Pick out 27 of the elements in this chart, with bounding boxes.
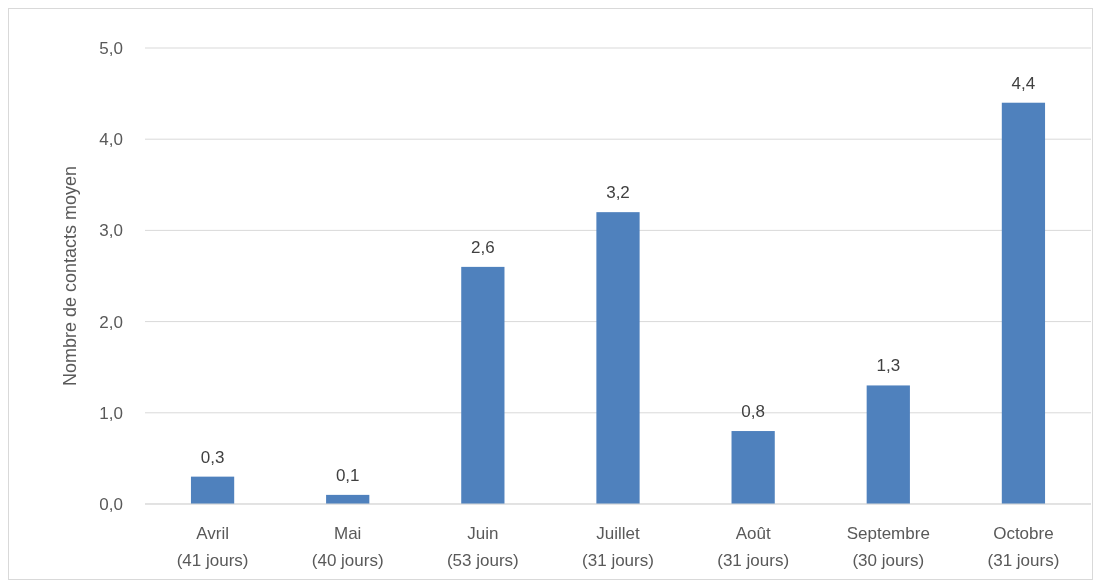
y-tick-label: 0,0 [99, 494, 123, 514]
x-tick-label: Juin (53 jours) [446, 524, 519, 570]
bar [1001, 102, 1046, 504]
data-label: 1,3 [876, 356, 901, 376]
bar [731, 431, 775, 504]
data-label: 4,4 [1011, 73, 1036, 93]
data-label: 3,2 [606, 183, 630, 203]
data-label: 2,6 [471, 237, 495, 257]
y-tick-label: 1,0 [99, 403, 123, 423]
y-tick-label: 4,0 [99, 130, 123, 150]
y-tick-label: 3,0 [99, 221, 123, 241]
data-label: 0,8 [741, 402, 765, 422]
bar [866, 385, 910, 504]
bar [461, 266, 505, 504]
x-tick-label: Mai (40 jours) [311, 524, 384, 570]
y-axis-title: Nombre de contacts moyen [60, 165, 80, 387]
bar [596, 212, 640, 504]
x-tick-label: Septembre (30 jours) [846, 524, 930, 570]
x-tick-label: Avril (41 jours) [176, 524, 249, 570]
y-tick-label: 5,0 [99, 38, 123, 58]
x-tick-label: Juillet (31 jours) [582, 524, 654, 570]
data-label: 0,1 [335, 465, 360, 485]
bar [190, 476, 235, 504]
data-label: 0,3 [200, 447, 225, 467]
x-tick-label: Août (31 jours) [717, 524, 790, 570]
y-tick-label: 2,0 [99, 312, 123, 332]
x-tick-label: Octobre (31 jours) [987, 524, 1060, 570]
